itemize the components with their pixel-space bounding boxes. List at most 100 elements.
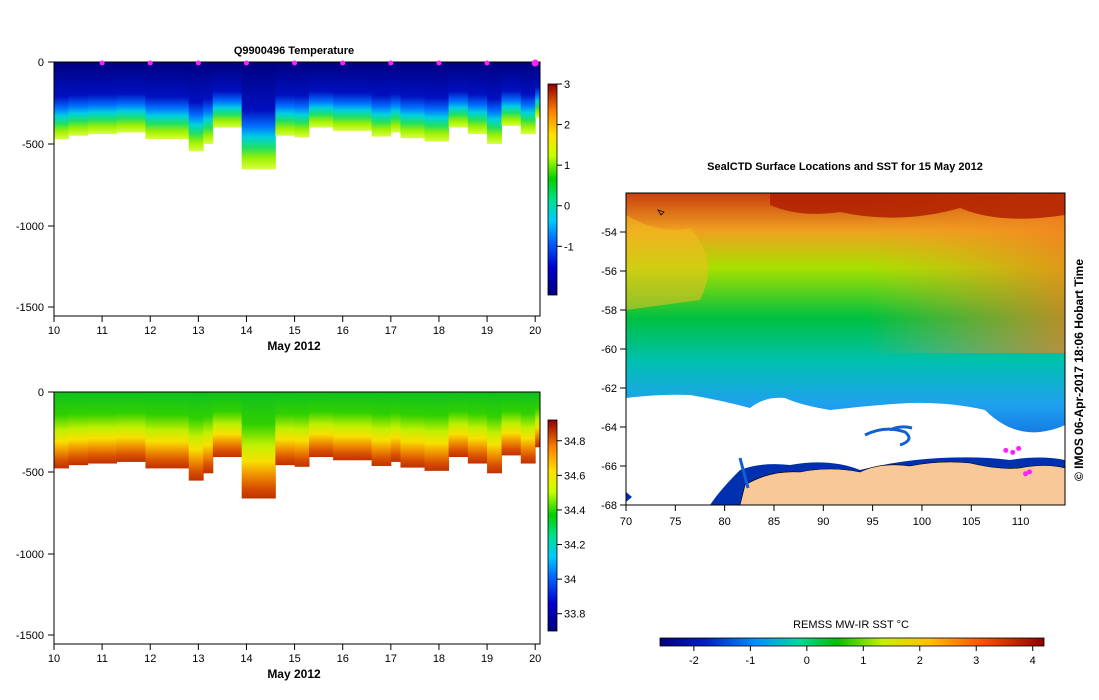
y-tick-label: -1500 (16, 302, 44, 314)
y-tick: 0 (38, 57, 54, 69)
lat-tick-label: -62 (601, 383, 617, 395)
lat-tick-label: -64 (601, 422, 617, 434)
sst-colorbar-tick-label: 3 (973, 655, 979, 667)
seal-location-point (1023, 471, 1029, 477)
colorbar-tick-label: 34.8 (564, 436, 585, 448)
lon-tick-label: 85 (768, 516, 780, 528)
salinity-profile-column (294, 392, 310, 467)
lat-tick-label: -58 (601, 305, 617, 317)
coastal-ocean-west (626, 492, 632, 502)
temperature-profile-column (275, 62, 296, 136)
salinity-profile-column (87, 392, 118, 464)
profile-marker (531, 59, 539, 67)
temperature-profile-column (487, 62, 503, 144)
temperature-profile-column (174, 62, 190, 140)
salinity-profile-column (203, 392, 214, 474)
lon-tick-label: 105 (962, 516, 980, 528)
seal-location-point (1003, 447, 1009, 453)
lat-tick-label: -60 (601, 344, 617, 356)
colorbar-tick-label: 2 (564, 120, 570, 132)
x-tick-label: 18 (433, 653, 445, 665)
sst-map-lon-axis: 70 75 80 85 90 95 100 105 110 (620, 505, 1029, 528)
colorbar-tick-label: 34.6 (564, 470, 585, 482)
salinity-profile-column (275, 392, 296, 466)
temperature-profile-column (68, 62, 89, 136)
sst-colorbar: REMSS MW-IR SST °C -2 -1 0 1 2 3 4 (659, 619, 1045, 667)
temperature-profile-column (309, 62, 334, 128)
salinity-profile-column (400, 392, 426, 468)
y-tick-label: 0 (38, 387, 44, 399)
x-tick-label: 17 (385, 653, 397, 665)
salinity-profile-column (535, 392, 541, 448)
lon-tick-label: 80 (719, 516, 731, 528)
lon-tick-label: 75 (669, 516, 681, 528)
x-tick-label: 11 (96, 653, 107, 665)
temperature-profile-column (241, 62, 276, 170)
salinity-profile-column (241, 392, 276, 499)
sst-colorbar-label: REMSS MW-IR SST °C (793, 619, 909, 631)
temperature-profile-column (400, 62, 426, 139)
profile-marker (147, 60, 153, 66)
y-tick-label: -1000 (16, 221, 44, 233)
salinity-panel: 0 -500 -1000 -1500 10 11 12 13 14 15 16 17 18 19 2… (16, 387, 586, 681)
temperature-profile-column (87, 62, 118, 135)
profile-marker (243, 60, 249, 66)
x-tick-label: 12 (144, 325, 156, 337)
temperature-profile-column (467, 62, 488, 135)
salinity-profile-column (424, 392, 450, 471)
y-tick-label: -500 (22, 467, 44, 479)
temperature-colorbar-ramp (547, 83, 558, 296)
sst-map-panel: SealCTD Surface Locations and SST for 15… (601, 161, 1086, 667)
y-tick-label: 0 (38, 57, 44, 69)
temperature-colorbar: 3 2 1 0 -1 (547, 79, 574, 296)
ice-edge-patch (738, 457, 750, 489)
salinity-profile-column (371, 392, 392, 466)
temperature-profile-column (424, 62, 450, 142)
temperature-x-axis: 10 11 12 13 14 15 16 17 18 19 20 (48, 316, 541, 337)
x-tick-label: 19 (481, 653, 493, 665)
temperature-profile-column (352, 62, 373, 131)
colorbar-tick-label: 3 (564, 79, 570, 91)
y-tick-label: -500 (22, 139, 44, 151)
y-tick: -1500 (16, 302, 54, 314)
x-tick-label: 15 (288, 653, 300, 665)
y-tick: -1000 (16, 221, 54, 233)
temperature-title: Q9900496 Temperature (234, 45, 354, 57)
sst-map-image (626, 193, 1065, 505)
colorbar-tick-label: 33.8 (564, 609, 585, 621)
salinity-x-axis: 10 11 12 13 14 15 16 17 18 19 20 (48, 644, 541, 665)
lat-tick-label: -66 (601, 461, 617, 473)
lat-tick-label: -56 (601, 266, 617, 278)
ice-edge-patch (864, 425, 913, 447)
temperature-profile-column (203, 62, 214, 144)
lon-tick-label: 100 (913, 516, 931, 528)
sst-warm-core (770, 193, 1065, 219)
profile-marker (436, 60, 442, 66)
temperature-profile-column (294, 62, 310, 138)
temperature-profile-column (188, 62, 204, 152)
x-tick-label: 11 (96, 325, 107, 337)
sst-colorbar-tick-label: 2 (917, 655, 923, 667)
antarctica-land (739, 461, 1065, 505)
salinity-plot-frame (53, 391, 541, 645)
x-tick-label: 13 (192, 325, 204, 337)
x-tick-label: 10 (48, 653, 60, 665)
lon-tick-label: 95 (867, 516, 879, 528)
salinity-colorbar-ticks: 34.8 34.6 34.4 34.2 34 33.8 (557, 436, 585, 621)
lat-tick-label: -68 (601, 500, 617, 512)
salinity-x-label: May 2012 (267, 667, 321, 681)
x-tick-label: 16 (337, 653, 349, 665)
temperature-x-label: May 2012 (267, 339, 321, 353)
salinity-profile-column (309, 392, 334, 458)
y-tick: -500 (22, 467, 54, 479)
profile-marker (484, 60, 490, 66)
colorbar-tick-label: 34.2 (564, 540, 585, 552)
y-tick: -1500 (16, 630, 54, 642)
x-tick-label: 16 (337, 325, 349, 337)
x-tick-label: 17 (385, 325, 397, 337)
temperature-profile-column (535, 62, 541, 118)
salinity-profile-column (116, 392, 146, 462)
x-tick-label: 18 (433, 325, 445, 337)
salinity-profile-column (390, 392, 401, 462)
x-tick-label: 10 (48, 325, 60, 337)
